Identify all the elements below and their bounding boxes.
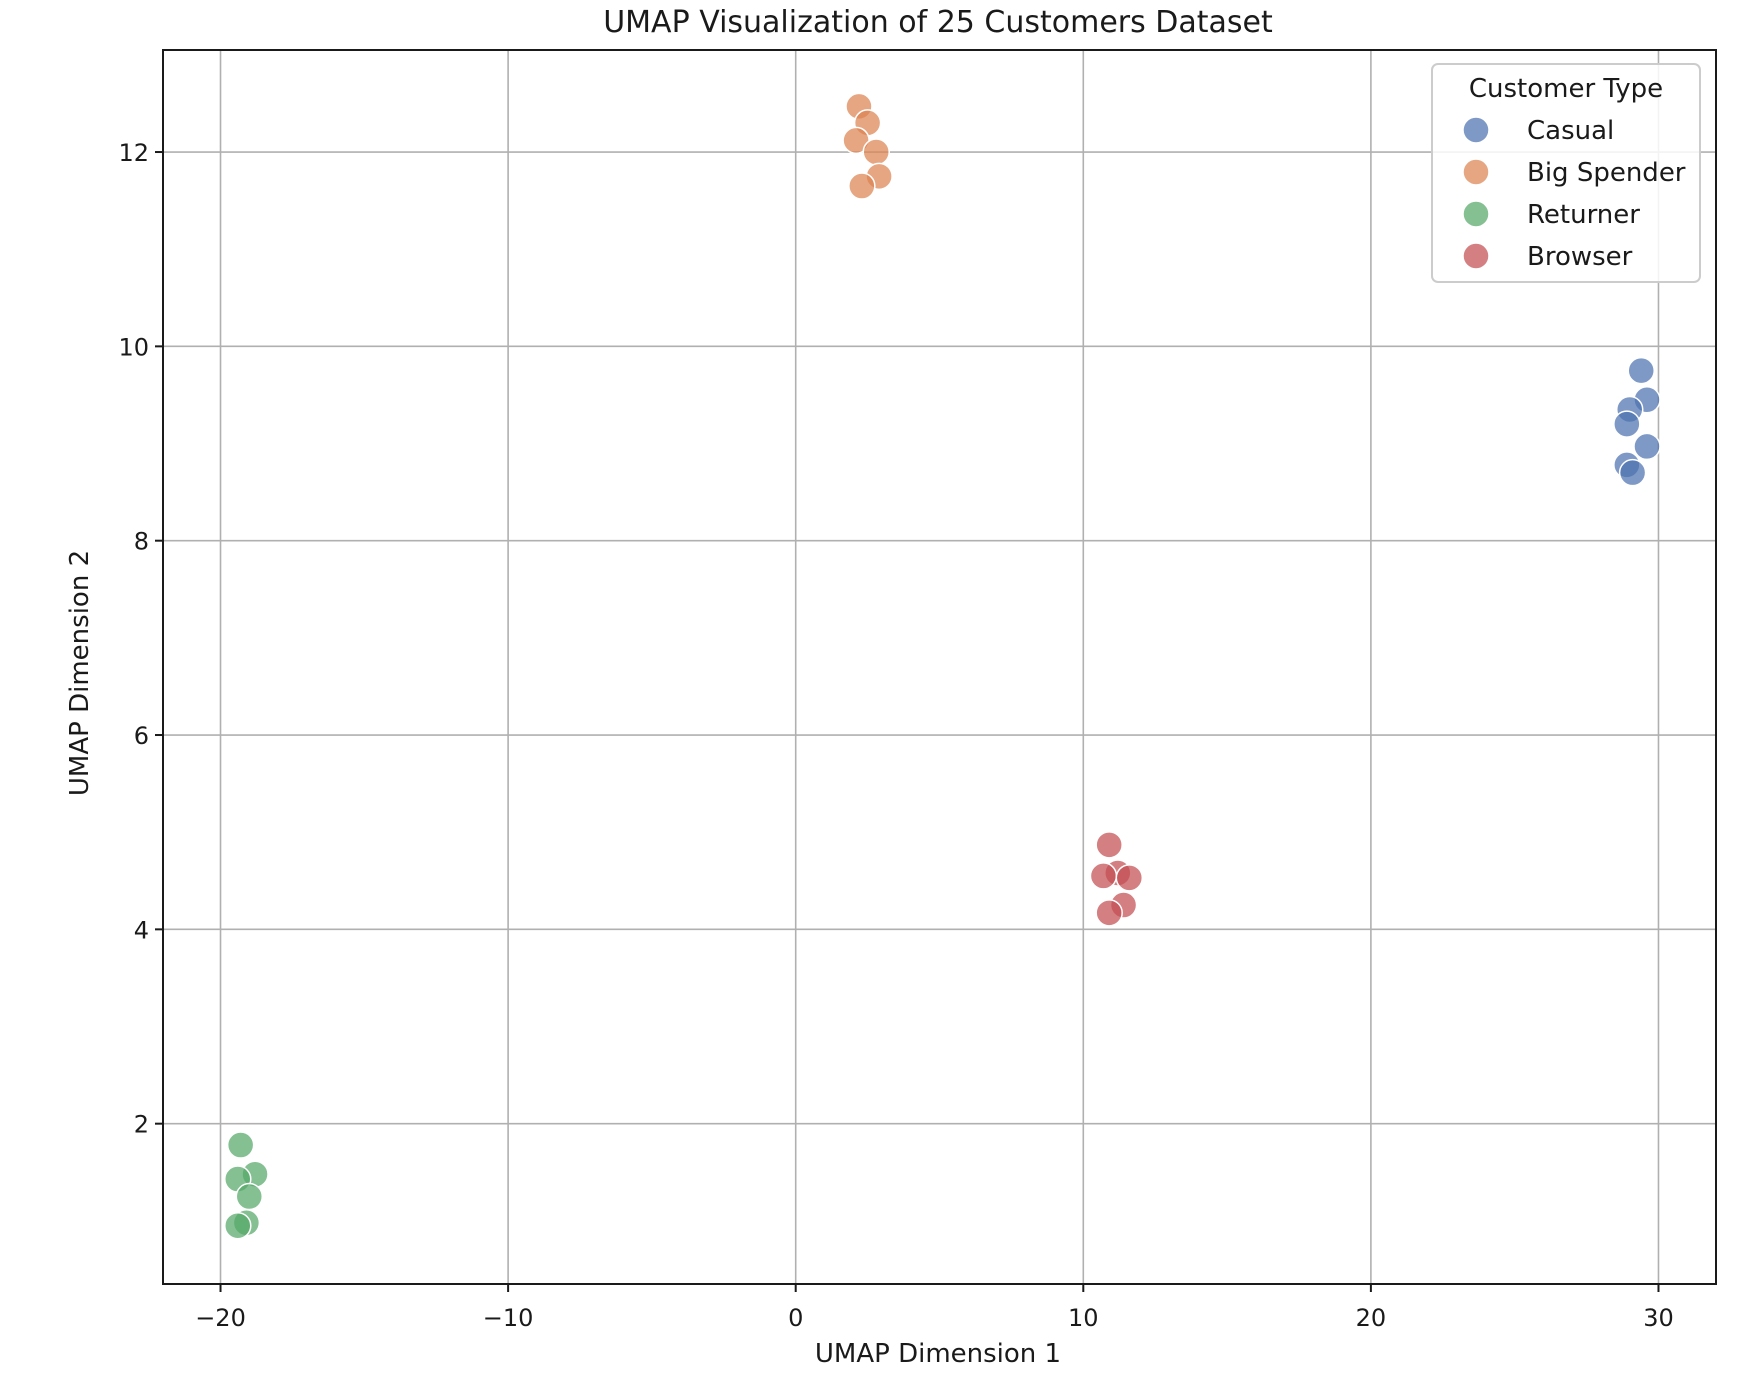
point-casual — [1627, 356, 1655, 385]
point-returner — [235, 1182, 264, 1211]
x-tick-label: 30 — [1643, 1304, 1674, 1332]
point-casual — [1633, 432, 1661, 461]
scatter-points — [224, 92, 1661, 1240]
y-tick-label: 4 — [134, 916, 149, 944]
point-returner — [224, 1211, 252, 1240]
x-tick-label: 0 — [788, 1304, 803, 1332]
y-tick-label: 2 — [134, 1111, 149, 1139]
plot-frame — [162, 49, 1717, 1285]
legend-marker-returner — [1462, 200, 1490, 228]
legend-label-big-spender: Big Spender — [1527, 158, 1686, 188]
x-tick-label: 10 — [1068, 1304, 1099, 1332]
y-tick-label: 12 — [118, 139, 149, 167]
y-tick-label: 6 — [134, 722, 149, 750]
point-big-spender — [862, 138, 890, 166]
y-tick-label: 10 — [118, 333, 149, 361]
legend-label-browser: Browser — [1527, 242, 1633, 272]
y-tick-label: 8 — [134, 528, 149, 556]
legend-marker-big-spender — [1462, 158, 1490, 186]
legend: Customer Type Casual Big Spender Returner B… — [1431, 63, 1701, 283]
point-browser — [1089, 862, 1118, 890]
legend-box — [1431, 63, 1701, 283]
legend-label-casual: Casual — [1527, 116, 1614, 146]
axis-ticks: −20 −10 0 10 20 30 2 4 6 8 10 12 — [118, 139, 1673, 1332]
legend-marker-casual — [1462, 116, 1490, 144]
x-tick-label: −10 — [483, 1304, 534, 1332]
legend-title: Customer Type — [1469, 74, 1663, 104]
legend-label-returner: Returner — [1527, 200, 1640, 230]
x-tick-label: −20 — [195, 1304, 246, 1332]
point-casual — [1618, 458, 1647, 487]
x-tick-label: 20 — [1356, 1304, 1387, 1332]
point-browser — [1095, 899, 1123, 927]
point-casual — [1613, 410, 1641, 438]
point-browser — [1115, 864, 1144, 892]
point-returner — [226, 1131, 255, 1159]
legend-marker-browser — [1462, 242, 1490, 270]
x-axis-label: UMAP Dimension 1 — [815, 1339, 1061, 1369]
y-axis-label: UMAP Dimension 2 — [65, 550, 95, 796]
point-browser — [1095, 831, 1123, 859]
chart-title: UMAP Visualization of 25 Customers Datas… — [603, 5, 1273, 40]
legend-entries: Casual Big Spender Returner Browser — [1462, 116, 1686, 272]
point-big-spender — [848, 172, 876, 200]
